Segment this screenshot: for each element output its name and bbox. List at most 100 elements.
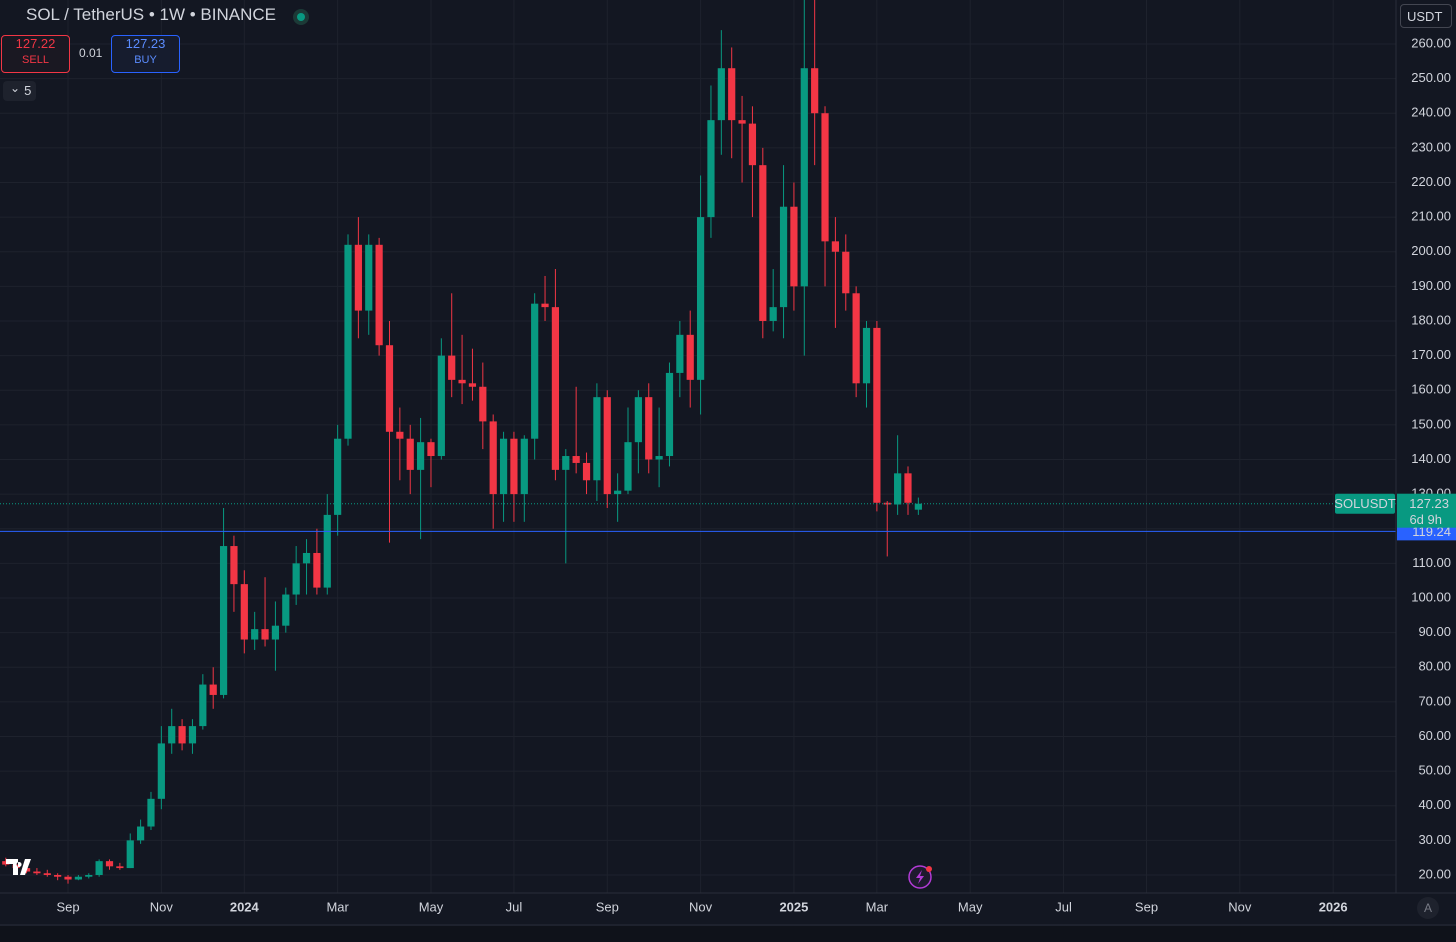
countdown: 6d 9h <box>1409 512 1442 527</box>
candle-body <box>811 68 819 114</box>
candle-body <box>862 327 871 384</box>
x-tick-label: May <box>419 899 444 914</box>
y-tick-label: 50.00 <box>1418 763 1451 778</box>
price-tag-bg <box>1397 493 1456 528</box>
candle-body <box>147 798 155 827</box>
candle-body <box>365 244 373 311</box>
symbol-title[interactable]: SOL / TetherUS • 1W • BINANCE <box>26 5 276 24</box>
candle-body <box>531 303 539 439</box>
candle-body <box>873 327 881 503</box>
candle-body <box>831 241 839 252</box>
x-tick-label: Sep <box>1135 899 1158 914</box>
lightning-button[interactable] <box>908 865 932 889</box>
candle-body <box>271 625 280 640</box>
candle-body <box>603 397 611 495</box>
candle-body <box>302 552 311 564</box>
candle-body <box>199 684 207 727</box>
y-tick-label: 30.00 <box>1418 832 1451 847</box>
candle-body <box>95 861 103 875</box>
candle-body <box>624 442 632 491</box>
candle-body <box>261 629 269 640</box>
y-tick-label: 160.00 <box>1411 382 1451 397</box>
sell-label: SELL <box>22 54 49 66</box>
x-tick-label: 2026 <box>1319 899 1348 914</box>
candle-body <box>33 871 41 874</box>
candle-body <box>43 873 51 875</box>
buy-label: BUY <box>134 54 157 66</box>
buy-price: 127.23 <box>125 36 166 51</box>
candle-body <box>696 217 705 380</box>
y-tick-label: 170.00 <box>1411 347 1451 362</box>
axes: 20.00 30.00 40.00 50.00 60.00 70.00 80.00 90.00… <box>56 35 1456 914</box>
y-tick-label: 60.00 <box>1418 728 1451 743</box>
y-tick-label: 260.00 <box>1411 35 1451 50</box>
candle-body <box>406 438 414 470</box>
y-tick-label: 110.00 <box>1412 555 1451 570</box>
candle-body <box>137 826 145 841</box>
currency-button[interactable]: USDT <box>1400 4 1452 28</box>
candle-body <box>448 355 456 380</box>
candle-body <box>126 840 134 869</box>
candle-body <box>458 379 466 384</box>
candle-body <box>634 397 642 443</box>
candle-body <box>489 421 497 495</box>
y-tick-label: 190.00 <box>1411 278 1451 293</box>
candle-body <box>427 442 435 457</box>
price-tag: 127.23 <box>1409 496 1449 511</box>
candle-body <box>665 372 674 457</box>
candle-body <box>54 874 62 877</box>
market-status <box>293 9 309 25</box>
y-tick-label: 250.00 <box>1411 70 1451 85</box>
candle-body <box>2 861 10 865</box>
candle-body <box>468 383 477 387</box>
candle-body <box>385 345 394 432</box>
y-tick-label: 80.00 <box>1418 659 1451 674</box>
candle-body <box>116 866 124 869</box>
candle-body <box>676 334 684 373</box>
y-tick-label: 70.00 <box>1418 693 1451 708</box>
candle-body <box>437 355 445 457</box>
candle-body <box>417 442 425 470</box>
candle-body <box>593 397 601 481</box>
y-tick-label: 180.00 <box>1411 312 1451 327</box>
y-tick-label: 150.00 <box>1411 416 1451 431</box>
candle-body <box>520 438 528 495</box>
indicators-toggle[interactable]: 5 <box>3 81 36 101</box>
candle-body <box>105 861 114 867</box>
x-tick-label: Mar <box>326 899 349 914</box>
y-tick-label: 140.00 <box>1411 451 1451 466</box>
candle-body <box>323 514 331 588</box>
buy-button[interactable]: 127.23 BUY <box>111 35 180 73</box>
x-tick-label: Jul <box>506 899 523 914</box>
x-tick-label: Sep <box>596 899 619 914</box>
sell-button[interactable]: 127.22 SELL <box>1 35 70 73</box>
x-tick-label: 2024 <box>230 899 260 914</box>
x-tick-label: Nov <box>689 899 713 914</box>
candle-body <box>219 546 228 695</box>
x-tick-label: Nov <box>1228 899 1252 914</box>
candle-body <box>707 120 715 218</box>
y-tick-label: 90.00 <box>1418 624 1451 639</box>
candle-body <box>499 438 508 495</box>
candle-body <box>240 584 248 640</box>
candle-body <box>541 303 549 308</box>
candle-body <box>582 462 591 481</box>
candle-body <box>396 431 404 439</box>
candle-body <box>282 594 290 626</box>
candles <box>0 0 1396 884</box>
y-tick-label: 240.00 <box>1411 105 1451 120</box>
tradingview-logo <box>6 859 31 875</box>
auto-scale-button[interactable]: A <box>1417 897 1439 919</box>
candle-body <box>178 726 186 744</box>
candle-body <box>64 876 72 880</box>
candle-body <box>344 244 352 439</box>
candle-body <box>230 546 238 585</box>
grid <box>0 0 1396 893</box>
candle-body <box>914 503 922 510</box>
candle-body <box>748 123 757 166</box>
candle-body <box>728 68 736 121</box>
candle-body <box>251 629 259 640</box>
